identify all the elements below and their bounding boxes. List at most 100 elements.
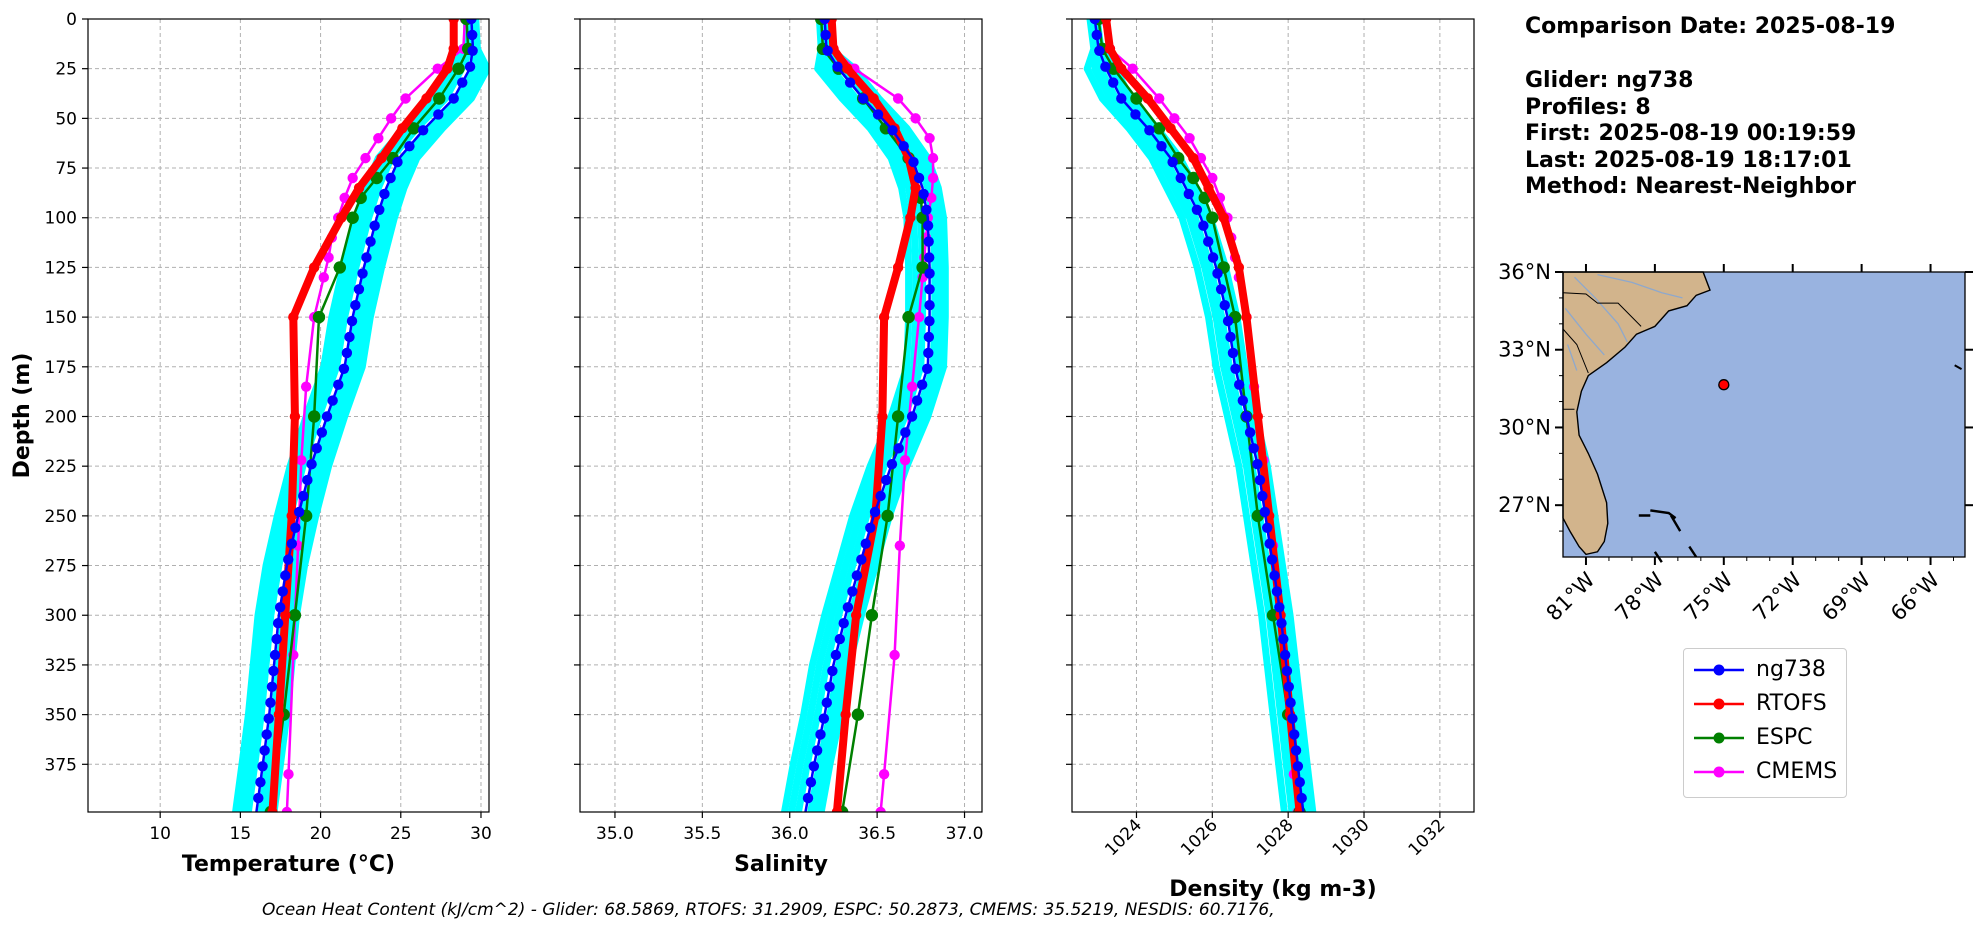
rtofs-marker bbox=[448, 19, 459, 25]
legend-item-cmems: CMEMS bbox=[1684, 755, 1844, 789]
ng738-marker bbox=[923, 236, 934, 247]
ng738-marker bbox=[900, 427, 911, 438]
ng738-marker bbox=[1094, 45, 1105, 56]
cmems-marker bbox=[910, 113, 921, 124]
espc-marker bbox=[433, 92, 446, 105]
ng738-marker bbox=[818, 713, 830, 724]
ng738-marker bbox=[924, 315, 935, 327]
x-tick-label: 36.5 bbox=[858, 824, 896, 844]
ng738-marker bbox=[361, 252, 372, 263]
ng738-marker bbox=[923, 331, 935, 343]
y-tick-label: 275 bbox=[45, 557, 77, 577]
ng738-marker bbox=[918, 188, 929, 200]
y-tick-label: 50 bbox=[55, 109, 77, 129]
ng738-marker bbox=[1100, 61, 1111, 72]
cmems-marker bbox=[318, 272, 329, 283]
ng738-marker bbox=[271, 633, 282, 645]
y-tick-label: 350 bbox=[45, 706, 77, 726]
ng738-marker bbox=[1254, 474, 1266, 486]
cmems-marker bbox=[1184, 133, 1195, 144]
ng738-marker bbox=[283, 554, 294, 565]
legend-marker bbox=[1713, 766, 1725, 778]
ng738-marker bbox=[433, 109, 444, 120]
ng738-marker bbox=[906, 411, 918, 422]
interpolation-method: Method: Nearest-Neighbor bbox=[1525, 174, 1856, 199]
lat-tick-label: 30°N bbox=[1498, 415, 1551, 439]
panel-salinity: 35.0 35.5 36.0 36.5 37.0 Salinity bbox=[574, 18, 984, 877]
y-tick-label: 200 bbox=[45, 407, 77, 427]
espc-marker bbox=[333, 261, 347, 274]
espc-marker bbox=[865, 609, 879, 622]
espc-marker bbox=[1153, 122, 1166, 135]
y-tick-label: 225 bbox=[45, 457, 77, 477]
glider-profile-line bbox=[232, 19, 472, 812]
cmems-marker bbox=[323, 252, 334, 263]
x-tick-label: 30 bbox=[470, 824, 492, 844]
ng738-marker bbox=[272, 617, 284, 629]
ng738-marker bbox=[1233, 379, 1245, 390]
rtofs-marker bbox=[868, 93, 879, 104]
ng738-marker bbox=[1212, 268, 1223, 279]
ng738-marker bbox=[1278, 633, 1289, 645]
cmems-marker bbox=[924, 133, 935, 144]
y-tick-label: 75 bbox=[55, 159, 77, 179]
ng738-marker bbox=[851, 570, 863, 581]
ng738-marker bbox=[265, 697, 276, 708]
ng738-marker bbox=[344, 331, 355, 343]
y-tick-label: 175 bbox=[45, 358, 77, 378]
ng738-marker bbox=[1130, 109, 1141, 120]
ng738-marker bbox=[922, 220, 934, 231]
espc-marker bbox=[288, 609, 302, 622]
ng738-marker bbox=[908, 156, 919, 168]
ng738-marker bbox=[924, 252, 935, 263]
cmems-marker bbox=[878, 769, 890, 780]
axes-frame bbox=[579, 18, 983, 813]
y-tick-label: 125 bbox=[45, 258, 77, 278]
map-frame bbox=[1562, 271, 1966, 558]
ng738-marker bbox=[263, 713, 274, 724]
rtofs-marker bbox=[840, 709, 851, 720]
ng738-marker bbox=[374, 204, 385, 215]
ng738-marker bbox=[822, 45, 833, 56]
legend-marker bbox=[1713, 664, 1725, 676]
panel-density: 1024 1026 1028 1030 1032 Density (kg m-3) bbox=[1066, 18, 1475, 902]
ng738-marker bbox=[277, 586, 288, 597]
x-tick-label: 20 bbox=[310, 824, 332, 844]
ng738-marker bbox=[924, 299, 935, 311]
lat-tick-label: 27°N bbox=[1498, 493, 1551, 517]
ng738-marker bbox=[379, 188, 390, 200]
ng738-marker bbox=[842, 602, 854, 613]
x-tick-label: 35.5 bbox=[683, 824, 721, 844]
cmems-marker bbox=[385, 113, 397, 124]
espc-marker bbox=[407, 122, 420, 135]
glider-profile-line bbox=[781, 19, 913, 812]
cmems-marker bbox=[373, 133, 384, 144]
ng738-marker bbox=[815, 729, 826, 740]
rtofs-marker bbox=[892, 262, 904, 273]
rtofs-marker bbox=[905, 212, 916, 223]
ng738-marker bbox=[259, 745, 270, 756]
ng738-marker bbox=[1285, 697, 1296, 708]
ng738-marker bbox=[316, 427, 328, 438]
rtofs-marker bbox=[831, 806, 843, 812]
ng738-marker bbox=[302, 474, 313, 486]
rtofs-marker bbox=[448, 43, 459, 55]
ng738-marker bbox=[1289, 729, 1300, 740]
ng738-marker bbox=[1259, 506, 1271, 518]
rtofs-marker bbox=[421, 93, 432, 104]
ng738-marker bbox=[255, 776, 266, 788]
cmems-marker bbox=[300, 381, 312, 392]
plot-area bbox=[1083, 19, 1317, 812]
ng738-marker bbox=[1287, 713, 1298, 724]
cmems-marker bbox=[899, 455, 911, 466]
espc-marker bbox=[1266, 609, 1280, 622]
x-tick-label: 37.0 bbox=[946, 824, 984, 844]
rtofs-marker bbox=[353, 182, 365, 194]
y-tick-label: 375 bbox=[45, 755, 77, 775]
ng738-marker bbox=[392, 156, 403, 168]
cmems-marker bbox=[927, 172, 939, 184]
ng738-marker bbox=[1244, 427, 1256, 438]
espc-marker bbox=[902, 310, 915, 324]
glider-profile-line bbox=[1089, 19, 1302, 812]
lon-tick-label: 81°W bbox=[1542, 567, 1600, 625]
